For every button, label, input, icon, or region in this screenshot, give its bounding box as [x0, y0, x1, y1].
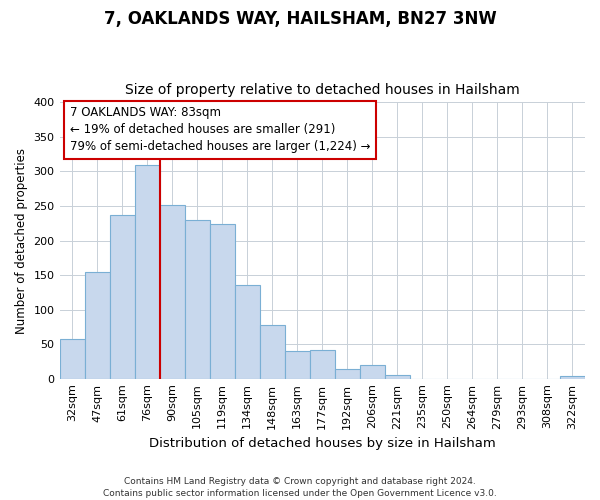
- Bar: [560, 376, 585, 378]
- Title: Size of property relative to detached houses in Hailsham: Size of property relative to detached ho…: [125, 83, 520, 97]
- Y-axis label: Number of detached properties: Number of detached properties: [15, 148, 28, 334]
- Bar: [185, 220, 209, 378]
- Bar: [59, 340, 85, 378]
- Bar: [310, 350, 335, 378]
- Bar: [134, 164, 160, 378]
- X-axis label: Distribution of detached houses by size in Hailsham: Distribution of detached houses by size …: [149, 437, 496, 450]
- Bar: [335, 369, 360, 378]
- Bar: [209, 224, 235, 378]
- Bar: [110, 215, 134, 378]
- Bar: [260, 325, 285, 378]
- Text: Contains HM Land Registry data © Crown copyright and database right 2024.
Contai: Contains HM Land Registry data © Crown c…: [103, 476, 497, 498]
- Bar: [285, 351, 310, 378]
- Bar: [360, 365, 385, 378]
- Bar: [85, 272, 110, 378]
- Text: 7 OAKLANDS WAY: 83sqm
← 19% of detached houses are smaller (291)
79% of semi-det: 7 OAKLANDS WAY: 83sqm ← 19% of detached …: [70, 106, 371, 154]
- Text: 7, OAKLANDS WAY, HAILSHAM, BN27 3NW: 7, OAKLANDS WAY, HAILSHAM, BN27 3NW: [104, 10, 496, 28]
- Bar: [160, 204, 185, 378]
- Bar: [385, 374, 410, 378]
- Bar: [235, 286, 260, 378]
